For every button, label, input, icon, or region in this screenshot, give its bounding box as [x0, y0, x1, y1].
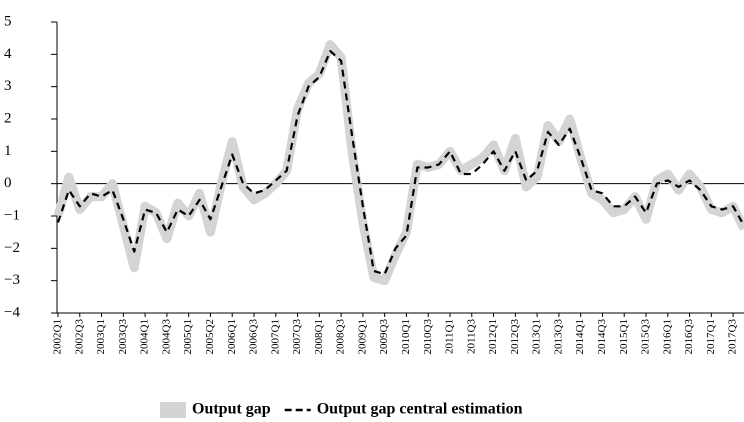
- legend-label: Output gap central estimation: [317, 401, 523, 418]
- y-tick-label: 5: [4, 13, 12, 29]
- y-tick-label: 0: [4, 175, 12, 191]
- x-tick-label: 2012Q3: [509, 319, 521, 355]
- x-tick-label: 2010Q3: [422, 319, 434, 355]
- y-tick-label: 1: [4, 143, 12, 159]
- x-tick-label: 2014Q1: [574, 319, 586, 354]
- x-tick-label: 2004Q3: [160, 319, 172, 355]
- x-tick-label: 2006Q3: [248, 319, 260, 355]
- x-tick-label: 2009Q1: [356, 319, 368, 354]
- x-tick-label: 2008Q3: [335, 319, 347, 355]
- y-tick-label: 3: [4, 78, 12, 94]
- x-tick-label: 2015Q1: [618, 319, 630, 354]
- dashed-line: [56, 49, 744, 276]
- y-tick-label: 2: [4, 110, 12, 126]
- y-tick-label: −2: [4, 240, 20, 256]
- x-tick-label: 2002Q1: [52, 319, 64, 354]
- y-tick-label: −1: [4, 207, 20, 223]
- x-tick-label: 2002Q3: [73, 319, 85, 355]
- x-tick-label: 2008Q1: [313, 319, 325, 354]
- x-tick-label: 2005Q1: [182, 319, 194, 354]
- x-tick-label: 2011Q3: [465, 319, 477, 355]
- x-tick-label: 2013Q1: [531, 319, 543, 354]
- x-tick-label: 2007Q1: [269, 319, 281, 354]
- x-tick-label: 2011Q1: [444, 319, 456, 354]
- x-tick-label: 2007Q3: [291, 319, 303, 355]
- x-tick-label: 2005Q2: [204, 319, 216, 354]
- legend-label: Output gap: [192, 401, 271, 418]
- x-tick-label: 2010Q1: [400, 319, 412, 354]
- legend-swatch: [160, 402, 186, 418]
- x-tick-label: 2012Q1: [487, 319, 499, 354]
- x-tick-label: 2006Q1: [226, 319, 238, 354]
- x-tick-label: 2009Q3: [378, 319, 390, 355]
- y-tick-label: −4: [4, 304, 20, 320]
- x-tick-label: 2003Q1: [95, 319, 107, 354]
- x-tick-label: 2016Q3: [683, 319, 695, 355]
- x-tick-label: 2014Q3: [596, 319, 608, 355]
- x-tick-label: 2016Q1: [661, 319, 673, 354]
- x-tick-label: 2015Q3: [640, 319, 652, 355]
- x-tick-label: 2004Q1: [139, 319, 151, 354]
- y-tick-label: −3: [4, 272, 20, 288]
- x-tick-label: 2003Q3: [117, 319, 129, 355]
- band-line: [53, 40, 744, 286]
- x-tick-label: 2017Q1: [705, 319, 717, 354]
- y-tick-label: 4: [4, 46, 12, 62]
- legend: Output gap Output gap central estimation: [160, 401, 523, 418]
- x-tick-label: 2013Q3: [552, 319, 564, 355]
- x-tick-label: 2017Q3: [727, 319, 739, 355]
